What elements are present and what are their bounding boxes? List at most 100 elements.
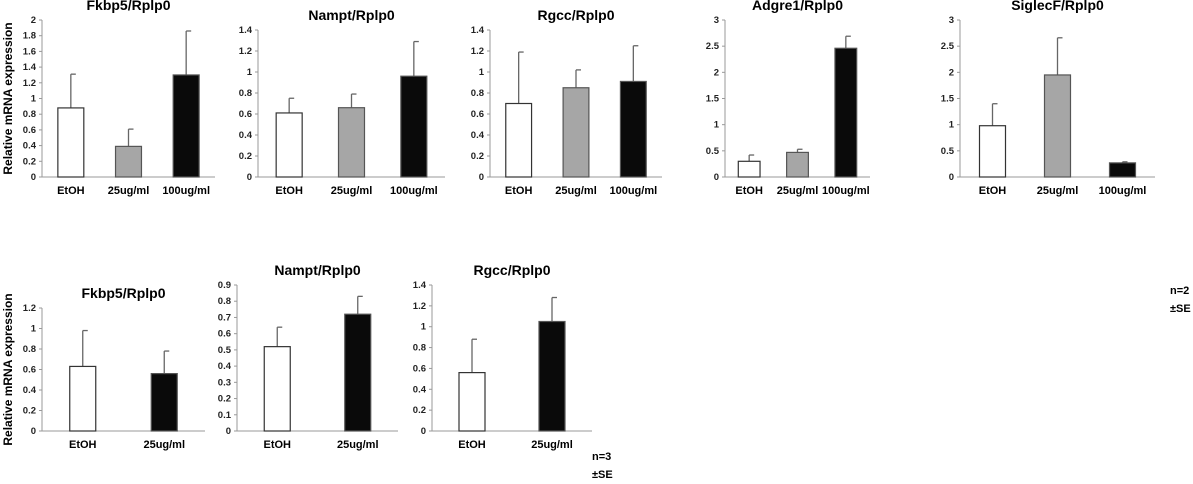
y-tick-label: 0.8: [471, 88, 484, 99]
y-tick-label: 1.2: [239, 46, 252, 57]
x-tick-label: 25ug/ml: [777, 185, 819, 197]
error-type-label: ±SE: [1170, 303, 1191, 315]
y-tick-label: 0: [479, 172, 484, 183]
y-tick-label: 0.8: [239, 88, 252, 99]
sample-size-label: n=3: [592, 451, 612, 463]
y-tick-label: 0.9: [218, 280, 231, 291]
bar: [57, 107, 85, 178]
x-tick-label: 100ug/ml: [1099, 185, 1147, 197]
bar: [505, 102, 533, 178]
y-tick-label: 1.8: [23, 31, 36, 42]
y-tick-label: 1.4: [413, 280, 427, 291]
y-tick-label: 0.6: [239, 109, 252, 120]
y-tick-label: 2: [714, 67, 719, 78]
chart-panel: Fkbp5/Rplp0 Relative mRNA expression 0 0.2 0…: [1, 0, 215, 197]
x-tick-label: 100ug/ml: [390, 185, 438, 197]
y-axis-label: Relative mRNA expression: [1, 22, 15, 174]
y-tick-label: 1.4: [471, 25, 485, 36]
y-axis-label: Relative mRNA expression: [1, 293, 15, 445]
y-tick-label: 0.2: [23, 406, 36, 417]
y-tick-label: 0.5: [941, 146, 955, 157]
bar: [562, 87, 590, 178]
y-tick-label: 0.6: [471, 109, 484, 120]
y-tick-label: 3: [949, 15, 954, 26]
x-tick-label: 100ug/ml: [609, 185, 657, 197]
y-tick-label: 0.7: [218, 312, 231, 323]
error-type-label: ±SE: [592, 469, 613, 481]
x-tick-label: 25ug/ml: [531, 439, 573, 451]
y-tick-label: 0.4: [218, 361, 232, 372]
chart-title: Adgre1/Rplp0: [752, 0, 843, 13]
y-tick-label: 0.8: [218, 296, 231, 307]
y-tick-label: 0.4: [23, 141, 37, 152]
y-tick-label: 1.2: [413, 301, 426, 312]
x-tick-label: 25ug/ml: [555, 185, 597, 197]
chart-title: Fkbp5/Rplp0: [86, 0, 170, 13]
bar: [337, 107, 366, 178]
bar: [172, 74, 200, 178]
y-tick-label: 0.4: [413, 384, 427, 395]
y-tick-label: 1: [479, 67, 485, 78]
y-tick-label: 0: [421, 426, 426, 437]
y-tick-label: 0.6: [23, 365, 36, 376]
top-row-note: n=2 ±SE: [1170, 282, 1191, 318]
sample-size-label: n=2: [1170, 285, 1190, 297]
bottom-row-note: n=3 ±SE: [592, 448, 613, 484]
y-tick-label: 2: [949, 67, 954, 78]
y-tick-label: 0.2: [413, 405, 426, 416]
chart-title: SiglecF/Rplp0: [1011, 0, 1104, 13]
y-tick-label: 0.3: [218, 377, 231, 388]
x-tick-label: 25ug/ml: [331, 185, 373, 197]
bar: [1043, 74, 1072, 178]
chart-panel: Rgcc/Rplp0 0 0.2 0.4 0.6 0.8 1 1.2 1.4 EtOH 25ug/m…: [471, 7, 662, 197]
y-tick-label: 0.4: [471, 130, 485, 141]
bar: [737, 160, 761, 178]
y-tick-label: 0.1: [218, 410, 232, 421]
bar: [786, 151, 809, 178]
bar: [69, 365, 97, 432]
y-tick-label: 1.2: [23, 78, 36, 89]
y-tick-label: 0.2: [218, 394, 231, 405]
y-tick-label: 0: [226, 426, 231, 437]
bar: [538, 320, 566, 432]
y-tick-label: 0.2: [239, 151, 252, 162]
x-tick-label: 100ug/ml: [162, 185, 210, 197]
bar: [114, 145, 143, 178]
y-tick-label: 0.5: [706, 146, 720, 157]
x-tick-label: EtOH: [57, 185, 85, 197]
y-tick-label: 0.6: [218, 329, 231, 340]
x-tick-label: EtOH: [69, 439, 97, 451]
y-tick-label: 1.4: [23, 62, 37, 73]
chart-title: Nampt/Rplp0: [308, 7, 395, 23]
y-tick-label: 1.5: [941, 94, 955, 105]
y-tick-label: 1.2: [23, 303, 36, 314]
x-tick-label: EtOH: [979, 185, 1007, 197]
y-tick-label: 0.4: [23, 385, 37, 396]
y-tick-label: 0: [247, 172, 252, 183]
chart-panel: Nampt/Rplp0 0 0.1 0.2 0.3 0.4 0.5 0.6 0.7 0.8 0.9 E…: [218, 262, 398, 451]
bar: [263, 346, 291, 432]
y-tick-label: 0.6: [23, 125, 36, 136]
y-tick-label: 0.5: [218, 345, 232, 356]
bar: [458, 372, 486, 432]
y-tick-label: 0: [714, 172, 719, 183]
y-tick-label: 1: [31, 324, 37, 335]
chart-title: Rgcc/Rplp0: [473, 262, 550, 278]
bar: [150, 373, 178, 432]
x-tick-label: 25ug/ml: [1037, 185, 1079, 197]
y-tick-label: 1: [421, 322, 427, 333]
y-tick-label: 1.5: [706, 94, 720, 105]
y-tick-label: 1.2: [471, 46, 484, 57]
x-tick-label: EtOH: [264, 439, 292, 451]
y-tick-label: 1: [714, 120, 720, 131]
chart-panel: SiglecF/Rplp0 0 0.5 1 1.5 2 2.5 3 EtOH 25ug/ml 100…: [941, 0, 1155, 197]
x-tick-label: EtOH: [505, 185, 533, 197]
y-tick-label: 2.5: [941, 41, 955, 52]
bar: [400, 75, 428, 178]
chart-title: Nampt/Rplp0: [274, 262, 361, 278]
y-tick-label: 1.4: [239, 25, 253, 36]
chart-panel: Rgcc/Rplp0 0 0.2 0.4 0.6 0.8 1 1.2 1.4 EtOH 25ug/m…: [413, 262, 592, 451]
bar: [275, 112, 303, 178]
y-tick-label: 0.8: [413, 343, 426, 354]
y-tick-label: 0: [31, 172, 36, 183]
